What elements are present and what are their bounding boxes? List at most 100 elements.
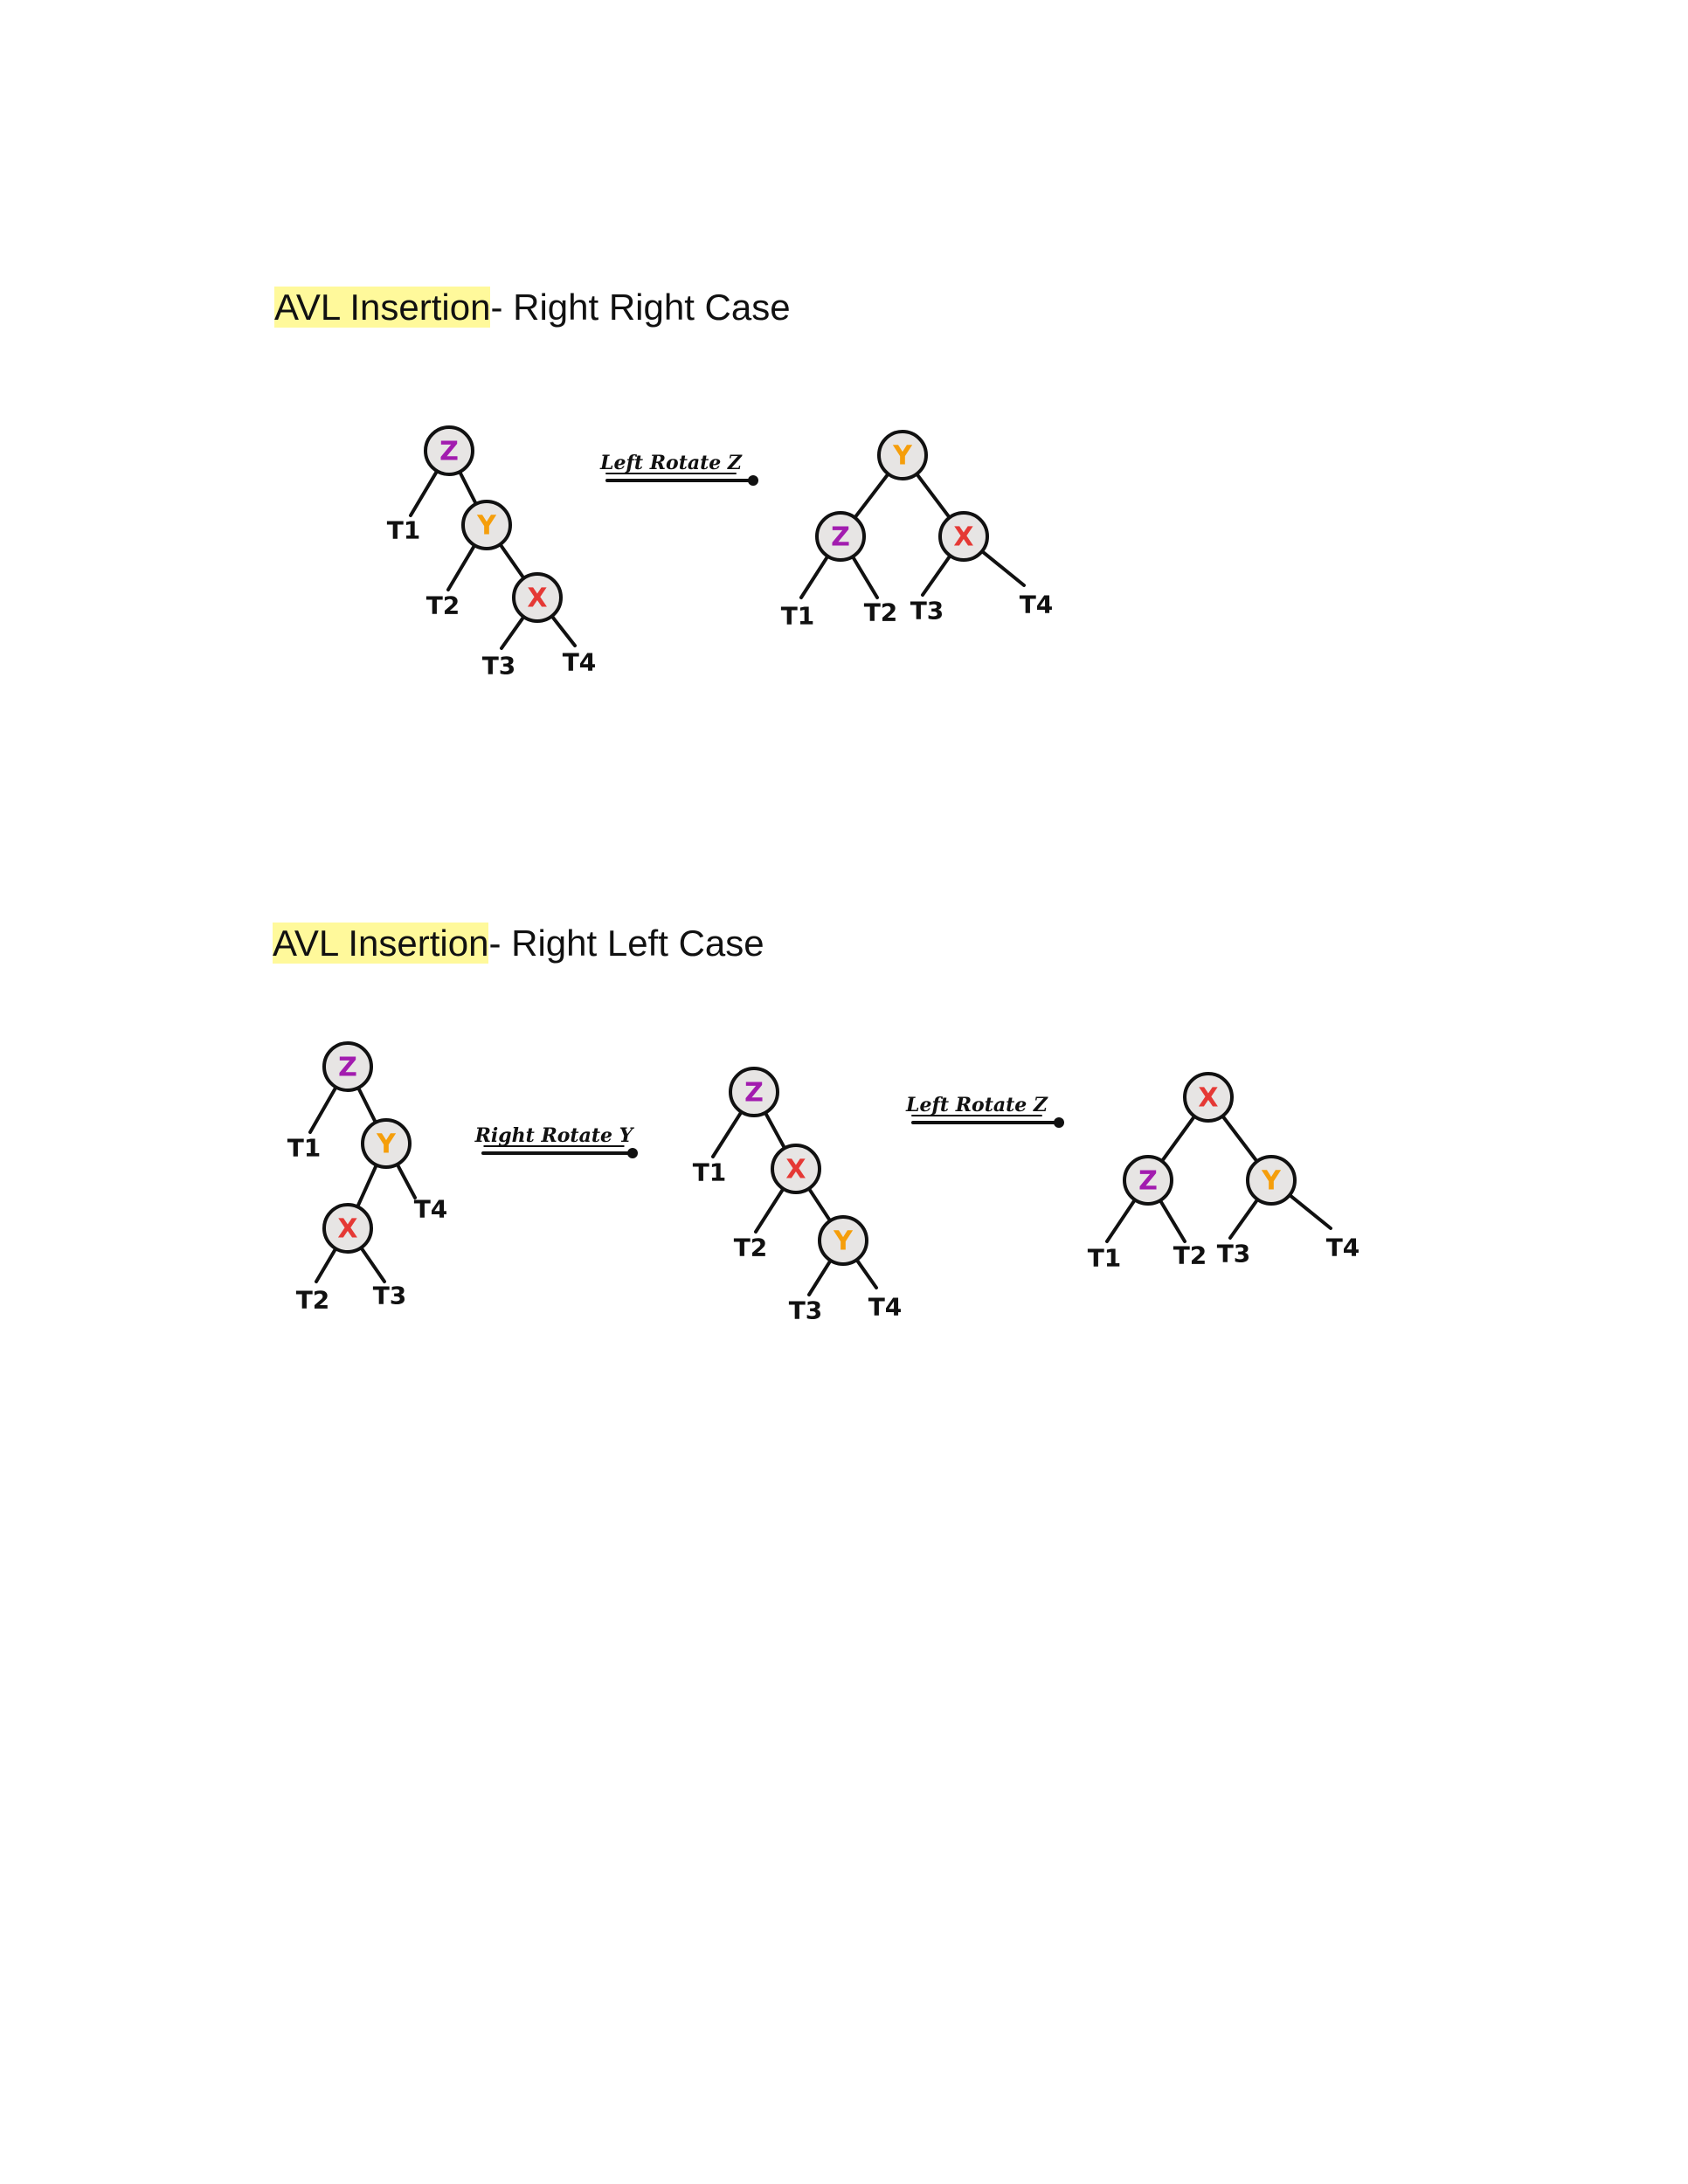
subtree-label: T3 bbox=[482, 652, 516, 681]
subtree-label: T3 bbox=[373, 1282, 407, 1310]
subtree-label: T2 bbox=[734, 1234, 768, 1262]
subtree-label: T2 bbox=[296, 1286, 330, 1315]
node-circle bbox=[815, 511, 866, 562]
tree-edge bbox=[1221, 1114, 1259, 1164]
subtree-label: T1 bbox=[1088, 1244, 1122, 1273]
subtree-label: T3 bbox=[910, 597, 944, 625]
node-z: Z bbox=[322, 1041, 373, 1092]
section-1-diagram: T1 T2 T3 T4 Z Y X T1 T2 T3 T4 Y Z X Left Rotate Z bbox=[387, 425, 1054, 681]
tree: T1 T2 T3 T4 Z Y X bbox=[387, 425, 597, 681]
subtree-edge bbox=[799, 554, 830, 599]
node-y: Y bbox=[818, 1215, 868, 1266]
subtree-edge bbox=[1158, 1199, 1186, 1243]
subtree-label: T1 bbox=[781, 602, 815, 631]
node-label: Y bbox=[1261, 1166, 1282, 1197]
tree-edge bbox=[915, 472, 951, 520]
subtree-label: T4 bbox=[868, 1293, 903, 1322]
node-label: Y bbox=[476, 511, 497, 542]
node-x: X bbox=[512, 572, 563, 623]
rotation-arrow: Left Rotate Z bbox=[599, 452, 758, 486]
subtree-edge bbox=[711, 1109, 744, 1158]
node-label: Y bbox=[892, 441, 913, 472]
tree-edge bbox=[458, 470, 478, 506]
section-2-diagram: T1 T4 T2 T3 Z Y X T1 T2 T3 T4 Z X Y T1 T2 T3 T4 X Z Y Right R… bbox=[287, 1041, 1360, 1325]
heading-right-right-case: AVL Insertion- Right Right Case bbox=[274, 285, 791, 330]
node-y: Y bbox=[461, 500, 512, 550]
node-circle bbox=[322, 1041, 373, 1092]
node-label: X bbox=[785, 1155, 806, 1185]
node-label: Y bbox=[376, 1130, 397, 1160]
node-label: Z bbox=[744, 1078, 764, 1109]
node-y: Y bbox=[361, 1118, 412, 1169]
tree: T1 T2 T3 T4 Y Z X bbox=[781, 430, 1054, 631]
node-circle bbox=[1246, 1155, 1297, 1206]
subtree-label: T2 bbox=[1173, 1241, 1207, 1270]
subtree-label: T2 bbox=[426, 591, 460, 620]
heading-highlight: AVL Insertion bbox=[273, 923, 489, 964]
subtree-label: T4 bbox=[1326, 1234, 1360, 1262]
tree-edge bbox=[806, 1186, 833, 1223]
subtree-edge bbox=[1228, 1197, 1260, 1240]
node-label: X bbox=[527, 584, 547, 614]
arrow-label: Left Rotate Z bbox=[599, 452, 743, 474]
node-z: Z bbox=[729, 1067, 779, 1117]
arrow-head bbox=[748, 475, 758, 486]
subtree-edge bbox=[359, 1246, 386, 1283]
subtree-edge bbox=[807, 1258, 833, 1296]
node-x: X bbox=[322, 1203, 373, 1254]
subtree-label: T3 bbox=[789, 1296, 823, 1325]
subtree-edge bbox=[1105, 1198, 1137, 1243]
node-circle bbox=[771, 1144, 821, 1194]
subtree-edge bbox=[921, 554, 952, 597]
node-label: Y bbox=[833, 1227, 854, 1257]
subtree-label: T4 bbox=[414, 1195, 448, 1224]
node-circle bbox=[938, 511, 989, 562]
node-circle bbox=[1183, 1072, 1234, 1123]
node-circle bbox=[729, 1067, 779, 1117]
subtree-label: T4 bbox=[1020, 591, 1054, 619]
subtree-edge bbox=[446, 543, 477, 591]
node-circle bbox=[877, 430, 928, 480]
tree-edge bbox=[356, 1086, 377, 1124]
subtree-label: T1 bbox=[287, 1134, 322, 1163]
subtree-edge bbox=[550, 614, 577, 647]
tree-edge bbox=[1159, 1114, 1197, 1164]
subtree-edge bbox=[500, 615, 526, 650]
node-y: Y bbox=[1246, 1155, 1297, 1206]
node-label: X bbox=[953, 522, 973, 553]
subtree-label: T4 bbox=[563, 648, 597, 677]
node-z: Z bbox=[1123, 1155, 1173, 1206]
node-x: X bbox=[771, 1144, 821, 1194]
subtree-label: T1 bbox=[693, 1158, 727, 1187]
node-label: Z bbox=[338, 1053, 357, 1083]
subtree-edge bbox=[409, 469, 439, 517]
heading-right-left-case: AVL Insertion- Right Left Case bbox=[273, 921, 764, 966]
node-circle bbox=[322, 1203, 373, 1254]
subtree-label: T3 bbox=[1217, 1240, 1251, 1268]
heading-rest: - Right Left Case bbox=[488, 923, 764, 964]
node-label: Z bbox=[1138, 1166, 1158, 1197]
node-z: Z bbox=[815, 511, 866, 562]
tree: T1 T2 T3 T4 X Z Y bbox=[1088, 1072, 1360, 1273]
arrow-head bbox=[1054, 1117, 1064, 1128]
node-x: X bbox=[1183, 1072, 1234, 1123]
node-circle bbox=[1123, 1155, 1173, 1206]
subtree-edge bbox=[754, 1186, 785, 1234]
rotation-arrow: Left Rotate Z bbox=[905, 1094, 1064, 1128]
tree-edge bbox=[356, 1163, 378, 1209]
subtree-edge bbox=[315, 1247, 338, 1283]
arrow-label: Left Rotate Z bbox=[905, 1094, 1048, 1116]
heading-highlight: AVL Insertion bbox=[274, 287, 491, 328]
tree-edge bbox=[763, 1110, 787, 1151]
arrow-head bbox=[627, 1148, 638, 1158]
node-y: Y bbox=[877, 430, 928, 480]
node-x: X bbox=[938, 511, 989, 562]
subtree-edge bbox=[854, 1258, 878, 1289]
node-label: X bbox=[337, 1214, 357, 1245]
subtree-label: T1 bbox=[387, 516, 421, 545]
node-circle bbox=[361, 1118, 412, 1169]
node-label: X bbox=[1198, 1083, 1218, 1114]
subtree-edge bbox=[979, 549, 1026, 587]
tree: T1 T4 T2 T3 Z Y X bbox=[287, 1041, 448, 1315]
